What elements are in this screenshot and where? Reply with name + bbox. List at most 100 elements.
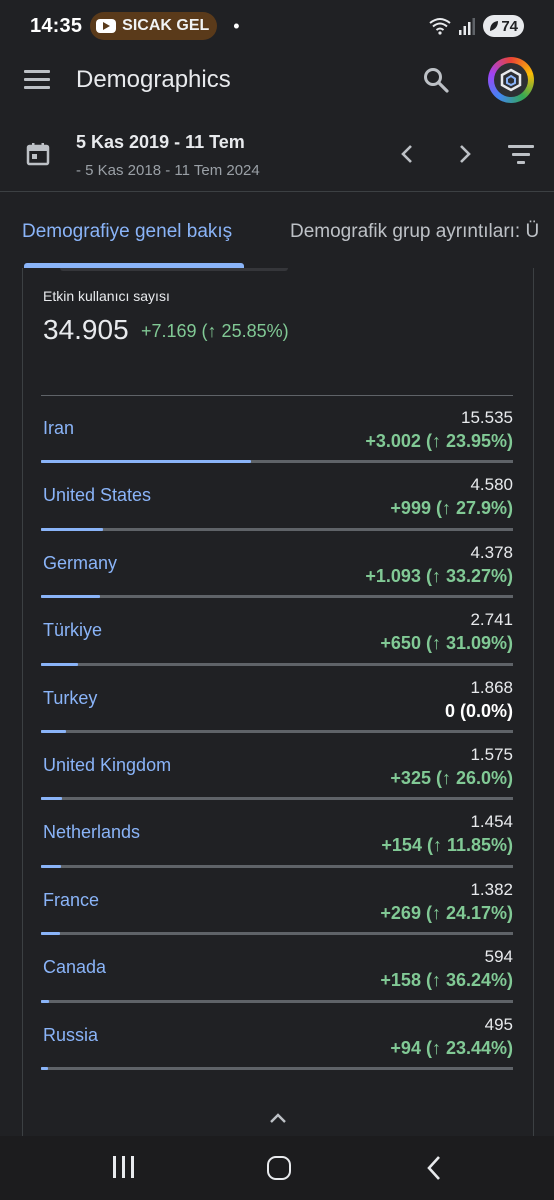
page-title: Demographics [76,66,231,93]
share-bar-fill [41,662,79,666]
country-users-value: 4.378 [470,542,513,562]
country-list: Iran 15.535 +3.002 (↑ 23.95%) United States… [41,396,513,1070]
share-bar-track [41,864,513,868]
share-bar-fill [41,864,61,868]
share-bar-fill [41,729,67,733]
status-bar: 14:35 SICAK GEL • [0,0,554,52]
country-row[interactable]: Türkiye 2.741 +650 (↑ 31.09%) [41,598,513,666]
avatar-logo-icon [494,63,528,97]
tab-bar: Demografiye genel bakış Demografik grup … [0,192,554,268]
search-icon[interactable] [422,66,450,94]
wifi-icon [429,17,451,35]
metric-value: 34.905 [43,314,129,345]
country-name: Canada [43,957,107,978]
active-tab-indicator [24,263,244,268]
country-users-delta: +3.002 (↑ 23.95%) [365,431,513,451]
youtube-notification-chip[interactable]: SICAK GEL [90,12,218,40]
country-row[interactable]: Germany 4.378 +1.093 (↑ 33.27%) [41,531,513,599]
status-time: 14:35 [30,14,83,37]
menu-icon[interactable] [24,68,52,92]
tab-demographic-overview[interactable]: Demografiye genel bakış [22,221,233,242]
chevron-right-icon[interactable] [452,142,476,166]
back-icon[interactable] [424,1155,444,1181]
list-divider [41,395,513,396]
share-bar-fill [41,595,101,599]
battery-level: 74 [501,17,518,35]
app-bar: Demographics [0,52,554,108]
recent-apps-icon[interactable] [113,1156,135,1178]
country-name: Turkey [43,687,98,708]
country-row[interactable]: Iran 15.535 +3.002 (↑ 23.95%) [41,396,513,464]
country-row[interactable]: United Kingdom 1.575 +325 (↑ 26.0%) [41,733,513,801]
country-users-value: 495 [484,1014,513,1034]
chevron-up-icon[interactable] [266,1108,290,1128]
account-avatar[interactable] [488,57,534,103]
calendar-icon[interactable] [26,142,50,166]
country-name: Iran [43,418,75,438]
country-users-delta: 0 (0.0%) [444,700,513,721]
country-users-delta: +269 (↑ 24.17%) [380,902,513,923]
share-bar-track [41,932,513,936]
home-icon[interactable] [267,1156,291,1180]
notification-text: SICAK GEL [122,17,210,34]
country-users-value: 15.535 [461,408,513,427]
country-name: Russia [43,1024,99,1045]
country-users-delta: +1.093 (↑ 33.27%) [365,565,513,586]
share-bar-track [41,729,513,733]
filter-icon[interactable] [508,144,534,164]
country-name: Netherlands [43,822,141,843]
country-users-delta: +94 (↑ 23.44%) [390,1037,513,1058]
country-name: United States [43,485,152,506]
country-users-value: 1.868 [470,677,513,697]
metric-delta: +7.169 (↑ 25.85%) [141,321,289,341]
country-users-value: 1.575 [470,744,513,764]
share-bar-track [41,595,513,599]
country-users-card: Etkin kullanıcı sayısı 34.905 +7.169 (↑ … [22,268,534,1148]
country-users-value: 1.454 [470,812,513,832]
chevron-left-icon[interactable] [396,142,420,166]
share-bar-fill [41,932,60,936]
share-bar-fill [41,460,252,464]
share-bar-track [41,662,513,666]
share-bar-fill [41,999,50,1003]
tab-demographic-details[interactable]: Demografik grup ayrıntıları: Ü [290,221,540,242]
country-users-value: 1.382 [470,879,513,899]
status-icons: 74 [429,15,524,37]
signal-icon [459,17,476,35]
country-users-value: 594 [484,947,513,967]
youtube-icon [96,19,117,33]
country-name: United Kingdom [43,754,172,775]
card-scroll-edge [60,268,288,271]
country-row[interactable]: Canada 594 +158 (↑ 36.24%) [41,935,513,1003]
header-divider [0,191,554,192]
country-row[interactable]: Russia 495 +94 (↑ 23.44%) [41,1003,513,1070]
share-bar-track [41,460,513,464]
country-users-value: 2.741 [470,610,513,630]
country-row[interactable]: France 1.382 +269 (↑ 24.17%) [41,868,513,936]
date-range-comparison: - 5 Kas 2018 - 11 Tem 2024 [76,162,260,179]
country-users-delta: +158 (↑ 36.24%) [380,970,513,991]
country-users-delta: +325 (↑ 26.0%) [390,767,513,788]
country-users-value: 4.580 [470,475,513,495]
share-bar-fill [41,797,63,801]
country-row[interactable]: United States 4.580 +999 (↑ 27.9%) [41,463,513,531]
share-bar-track [41,527,513,531]
share-bar-track [41,797,513,801]
system-nav-bar [0,1136,554,1200]
notification-dot: • [233,15,240,36]
share-bar-fill [41,527,103,531]
country-users-delta: +154 (↑ 11.85%) [381,835,513,856]
country-row[interactable]: Turkey 1.868 0 (0.0%) [41,666,513,733]
date-range-bar: 5 Kas 2019 - 11 Tem - 5 Kas 2018 - 11 Te… [0,122,554,190]
country-row[interactable]: Netherlands 1.454 +154 (↑ 11.85%) [41,800,513,868]
country-name: Germany [43,552,118,573]
charging-leaf-icon [490,21,499,31]
country-name: Türkiye [43,620,103,641]
share-bar-track [41,999,513,1003]
country-users-delta: +999 (↑ 27.9%) [390,498,513,519]
share-bar-fill [41,1066,48,1070]
date-range-primary[interactable]: 5 Kas 2019 - 11 Tem [76,132,245,152]
country-users-delta: +650 (↑ 31.09%) [380,633,513,654]
country-name: France [43,889,100,910]
